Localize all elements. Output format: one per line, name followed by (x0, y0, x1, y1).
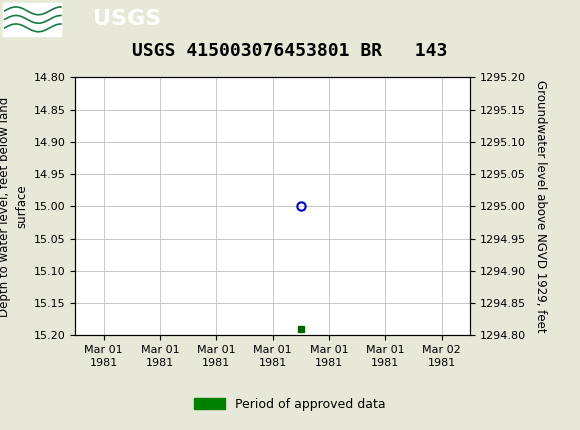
Bar (3, 3, 61, 36)
Y-axis label: Groundwater level above NGVD 1929, feet: Groundwater level above NGVD 1929, feet (534, 80, 547, 333)
Text: USGS 415003076453801 BR   143: USGS 415003076453801 BR 143 (132, 42, 448, 60)
Y-axis label: Depth to water level, feet below land
surface: Depth to water level, feet below land su… (0, 96, 28, 316)
Text: USGS: USGS (93, 9, 161, 29)
Legend: Period of approved data: Period of approved data (189, 393, 391, 416)
